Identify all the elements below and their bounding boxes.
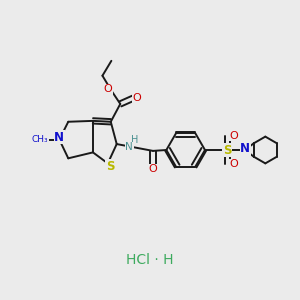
Text: O: O — [148, 164, 157, 174]
Text: O: O — [133, 93, 142, 103]
Text: HCl · H: HCl · H — [126, 253, 174, 267]
Text: N: N — [240, 142, 250, 155]
Text: O: O — [103, 84, 112, 94]
Text: O: O — [230, 131, 238, 141]
Text: S: S — [223, 143, 232, 157]
Text: O: O — [230, 159, 238, 169]
Text: S: S — [106, 160, 114, 173]
Text: CH₃: CH₃ — [32, 135, 48, 144]
Text: N: N — [54, 131, 64, 144]
Text: N: N — [125, 142, 133, 152]
Text: H: H — [130, 136, 138, 146]
